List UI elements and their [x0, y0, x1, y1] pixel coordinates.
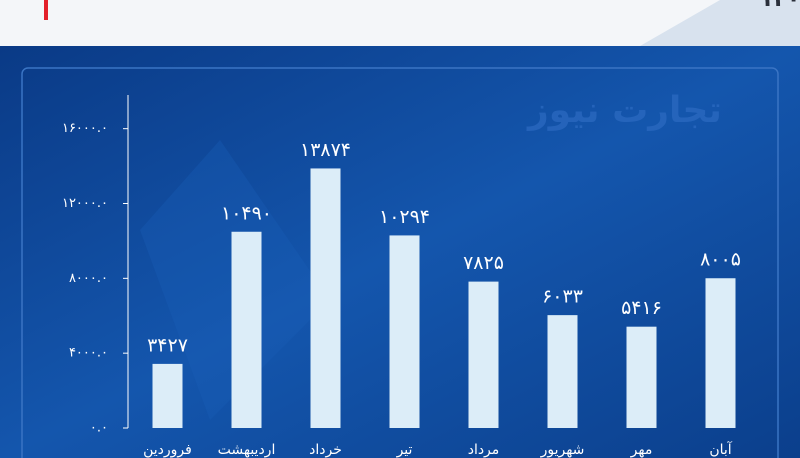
bar: [310, 168, 341, 428]
accent-bar: [44, 0, 48, 20]
value-label: ۸۰۰۵: [700, 249, 741, 271]
value-label: ۶۰۳۳: [542, 286, 583, 308]
y-tick-label: ۱۲۰۰۰.۰: [62, 196, 108, 211]
value-label: ۵۴۱۶: [621, 297, 662, 319]
watermark: تجارت نیوز: [526, 90, 722, 131]
value-label: ۱۳۸۷۴: [300, 139, 351, 161]
x-tick-label: فروردین: [143, 442, 192, 458]
value-label: ۱۰۴۹۰: [221, 202, 272, 224]
y-tick-label: ۰.۰: [90, 421, 108, 436]
value-label: ۷۸۲۵: [463, 252, 504, 274]
y-tick-label: ۴۰۰۰.۰: [69, 346, 108, 361]
bar: [152, 363, 183, 428]
header-decor: [640, 0, 800, 46]
value-label: ۱۰۲۹۴: [379, 206, 430, 228]
x-tick-label: خرداد: [309, 442, 342, 458]
plot-frame: [21, 67, 779, 458]
bar: [547, 315, 578, 428]
value-label: ۳۴۲۷: [147, 334, 188, 356]
bar: [231, 231, 262, 428]
x-tick-label: مرداد: [468, 442, 500, 458]
bar: [705, 278, 736, 428]
x-tick-label: مهر: [630, 442, 653, 458]
y-tick-label: ۸۰۰۰.۰: [69, 271, 108, 286]
bar: [389, 235, 420, 428]
x-tick-label: شهریور: [540, 442, 585, 458]
x-tick-label: اردیبهشت: [218, 442, 276, 458]
x-tick-label: تیر: [396, 442, 413, 458]
y-tick-label: ۱۶۰۰۰.۰: [62, 121, 108, 136]
chart-title: تعداد معاملات مسکن تهران در ۸ ماه نخست س…: [760, 0, 800, 12]
bar: [468, 281, 499, 428]
bar: [626, 326, 657, 428]
x-tick-label: آبان: [709, 441, 732, 458]
